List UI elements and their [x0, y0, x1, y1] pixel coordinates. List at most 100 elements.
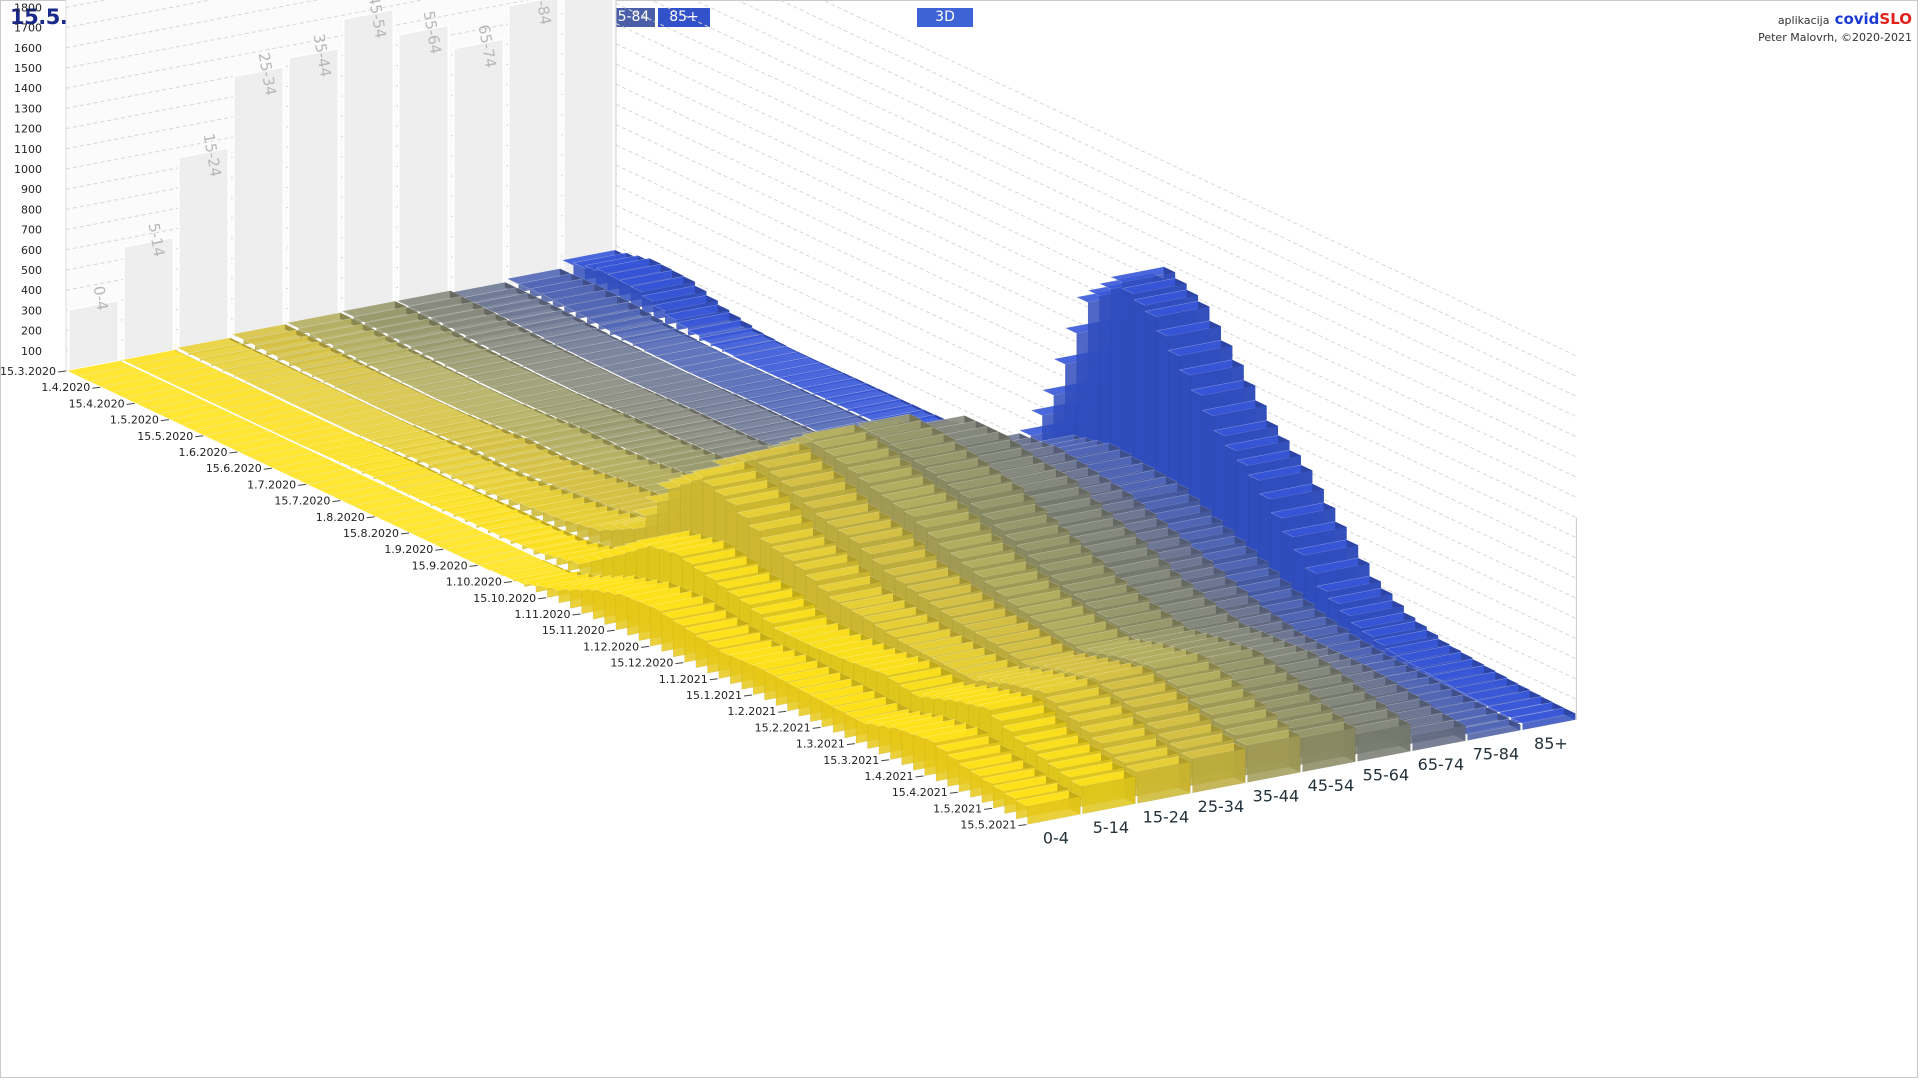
date-tick-label: 15.2.2021 — [755, 721, 811, 734]
gridline-y — [65, 0, 1577, 418]
credits: aplikacija covidSLO Peter Malovrh, ©2020… — [1758, 10, 1912, 46]
age-tick-label: 85+ — [1534, 734, 1568, 753]
bar-0-4 — [1015, 790, 1081, 825]
date-tick-mark — [126, 402, 135, 405]
date-tick-mark — [160, 419, 169, 422]
legend-item-85plus[interactable]: 85+ — [658, 8, 710, 27]
date-tick-mark — [606, 629, 615, 632]
y-tick-label: 400 — [21, 284, 42, 297]
date-tick-label: 1.12.2020 — [583, 640, 639, 653]
y-tick-label: 1100 — [14, 143, 42, 156]
date-tick-label: 1.5.2021 — [933, 802, 982, 815]
date-tick-mark — [915, 775, 924, 778]
date-tick-mark — [435, 548, 444, 551]
date-tick-label: 1.4.2021 — [865, 770, 914, 783]
date-tick-mark — [572, 613, 581, 616]
gridline-y — [65, 0, 1577, 377]
labels-layer: 100 200 300 400 500 600 700 800 900 1000 1100 1200 1… — [0, 1, 1568, 847]
view-3d-button[interactable]: 3D — [917, 8, 973, 27]
back-wall-column — [453, 38, 504, 298]
gridline-y — [65, 43, 1577, 498]
date-tick-mark — [709, 678, 718, 681]
back-wall-column — [398, 24, 449, 309]
back-wall-label: 0-4 — [90, 285, 112, 312]
date-tick-mark — [92, 386, 101, 389]
gridline-y — [65, 0, 1577, 438]
back-wall-column — [508, 0, 559, 288]
gridline-y — [65, 0, 1577, 357]
y-tick-label: 800 — [21, 203, 42, 216]
date-tick-mark — [263, 467, 272, 470]
date-tick-label: 1.3.2021 — [796, 738, 845, 751]
author-credit: Peter Malovrh, ©2020-2021 — [1758, 31, 1912, 44]
back-wall-column — [178, 147, 229, 351]
date-tick-label: 15.4.2021 — [892, 786, 948, 799]
age-tick-label: 35-44 — [1253, 786, 1300, 805]
date-tick-mark — [949, 791, 958, 794]
back-wall-column — [343, 8, 394, 319]
date-tick-mark — [675, 662, 684, 665]
date-tick-label: 15.5.2021 — [960, 819, 1016, 832]
date-tick-mark — [195, 435, 204, 438]
bar-55-64 — [1345, 718, 1411, 762]
age-tick-label: 55-64 — [1363, 765, 1410, 784]
date-tick-mark — [778, 710, 787, 713]
date-tick-label: 1.4.2020 — [41, 381, 90, 394]
date-tick-mark — [846, 743, 855, 746]
date-tick-mark — [229, 451, 238, 454]
y-tick-label: 1800 — [14, 1, 42, 14]
date-tick-mark — [298, 483, 307, 486]
date-tick-label: 1.8.2020 — [316, 511, 365, 524]
date-tick-label: 1.10.2020 — [446, 576, 502, 589]
age-tick-label: 25-34 — [1198, 797, 1245, 816]
date-tick-label: 1.6.2020 — [179, 446, 228, 459]
bar-5-14 — [1070, 770, 1136, 815]
y-tick-label: 700 — [21, 224, 42, 237]
back-wall-column — [563, 0, 614, 277]
date-tick-label: 15.5.2020 — [137, 430, 193, 443]
y-tick-label: 1300 — [14, 102, 42, 115]
date-tick-label: 15.3.2021 — [823, 754, 879, 767]
bar-25-34 — [1180, 742, 1246, 794]
age-tick-label: 45-54 — [1308, 776, 1355, 795]
date-tick-mark — [641, 645, 650, 648]
date-tick-label: 15.7.2020 — [274, 495, 330, 508]
y-tick-label: 1400 — [14, 82, 42, 95]
back-wall-column — [123, 236, 174, 361]
y-tick-label: 300 — [21, 304, 42, 317]
date-tick-label: 15.9.2020 — [412, 559, 468, 572]
y-tick-label: 500 — [21, 264, 42, 277]
age-tick-label: 65-74 — [1418, 755, 1465, 774]
bar-65-74 — [1400, 719, 1466, 752]
age-tick-label: 0-4 — [1043, 828, 1069, 847]
gridline-y — [65, 0, 1577, 397]
date-tick-mark — [366, 516, 375, 519]
y-tick-label: 1700 — [14, 22, 42, 35]
brand-part2[interactable]: SLO — [1879, 10, 1912, 28]
date-tick-label: 15.6.2020 — [206, 462, 262, 475]
date-tick-label: 1.7.2020 — [247, 478, 296, 491]
date-tick-mark — [812, 726, 821, 729]
date-tick-mark — [469, 564, 478, 567]
y-tick-label: 200 — [21, 325, 42, 338]
date-tick-mark — [400, 532, 410, 535]
y-tick-label: 600 — [21, 244, 42, 257]
date-tick-label: 15.11.2020 — [542, 624, 605, 637]
date-tick-mark — [538, 597, 547, 600]
app-credit: aplikacija covidSLO — [1758, 10, 1912, 29]
y-tick-label: 900 — [21, 183, 42, 196]
date-tick-label: 1.9.2020 — [384, 543, 433, 556]
date-tick-label: 15.4.2020 — [69, 397, 125, 410]
date-tick-label: 15.12.2020 — [610, 657, 673, 670]
age-tick-label: 15-24 — [1143, 807, 1190, 826]
date-tick-label: 1.2.2021 — [727, 705, 776, 718]
gridline-y — [65, 63, 1577, 519]
age-tick-label: 75-84 — [1473, 744, 1520, 763]
age-tick-label: 5-14 — [1093, 818, 1129, 837]
app-prefix: aplikacija — [1777, 14, 1830, 27]
date-tick-label: 15.3.2020 — [0, 365, 56, 378]
y-tick-label: 1000 — [14, 163, 42, 176]
brand-part1[interactable]: covid — [1834, 10, 1880, 28]
